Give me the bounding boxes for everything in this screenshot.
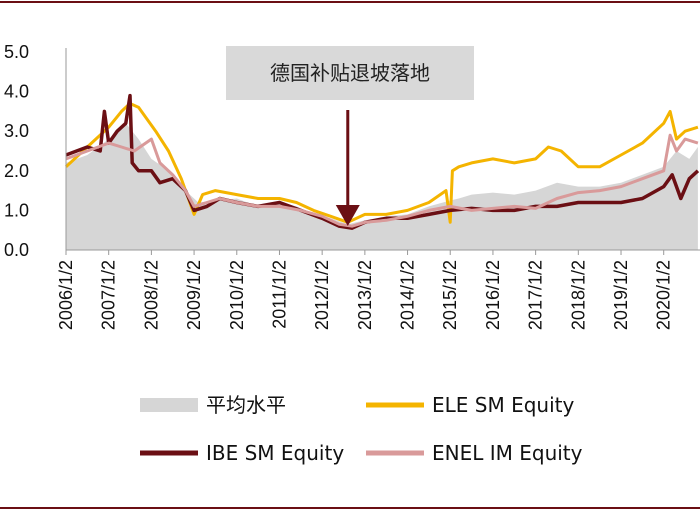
- x-tick-label: 2020/1/2: [654, 260, 674, 330]
- annotation: 德国补贴退坡落地: [226, 46, 474, 226]
- legend: 平均水平 ELE SM Equity IBE SM Equity ENEL IM…: [140, 393, 583, 465]
- series-ibe-line: [65, 93, 700, 230]
- x-tick-label: 2013/1/2: [355, 260, 375, 330]
- series-average-area: [66, 123, 698, 250]
- x-tick-label: 2018/1/2: [568, 260, 588, 330]
- y-tick-label: 3.0: [4, 121, 29, 141]
- legend-swatch-average: [140, 398, 198, 412]
- legend-label-ele: ELE SM Equity: [432, 393, 574, 417]
- y-tick-label: 2.0: [4, 161, 29, 181]
- x-tick-label: 2015/1/2: [440, 260, 460, 330]
- legend-label-enel: ENEL IM Equity: [432, 441, 583, 465]
- y-tick-label: 4.0: [4, 82, 29, 102]
- y-tick-label: 5.0: [4, 42, 29, 62]
- annotation-text: 德国补贴退坡落地: [270, 61, 430, 85]
- series-ele-line: [64, 102, 699, 224]
- annotation-arrowhead: [335, 205, 360, 226]
- x-tick-label: 2009/1/2: [184, 260, 204, 330]
- x-tick-label: 2008/1/2: [141, 260, 161, 330]
- x-tick-label: 2017/1/2: [526, 260, 546, 330]
- x-tick-label: 2007/1/2: [99, 260, 119, 330]
- legend-label-average: 平均水平: [206, 393, 286, 417]
- x-tick-label: 2010/1/2: [227, 260, 247, 330]
- y-tick-label: 0.0: [4, 240, 29, 260]
- legend-label-ibe: IBE SM Equity: [206, 441, 344, 465]
- x-tick-label: 2019/1/2: [611, 260, 631, 330]
- x-tick-label: 2006/1/2: [56, 260, 76, 330]
- series-enel-line: [65, 133, 699, 228]
- x-tick-label: 2014/1/2: [398, 260, 418, 330]
- y-tick-label: 1.0: [4, 200, 29, 220]
- x-tick-label: 2016/1/2: [483, 260, 503, 330]
- x-tick-label: 2012/1/2: [312, 260, 332, 330]
- x-tick-label: 2011/1/2: [270, 260, 290, 329]
- annotation-box: [226, 46, 474, 100]
